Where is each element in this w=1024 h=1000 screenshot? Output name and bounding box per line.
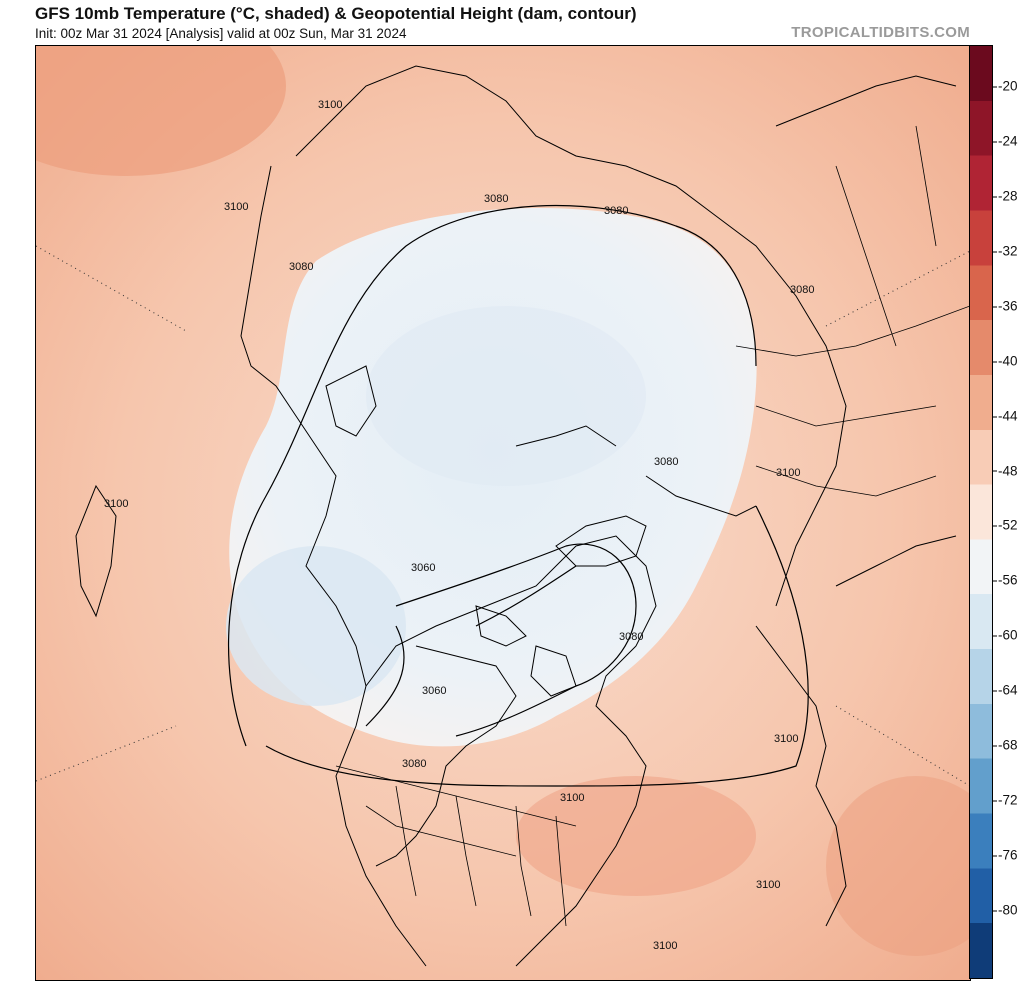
graticule-lines bbox=[36, 245, 970, 787]
colorbar-tick: -40 bbox=[993, 353, 1018, 368]
page-title: GFS 10mb Temperature (°C, shaded) & Geop… bbox=[35, 4, 637, 23]
colorbar-tick: -64 bbox=[993, 683, 1018, 698]
colorbar-tick: -32 bbox=[993, 243, 1018, 258]
colorbar-tick: -36 bbox=[993, 298, 1018, 313]
contour-label: 3080 bbox=[289, 261, 313, 273]
colorbar-tick: -56 bbox=[993, 573, 1018, 588]
colorbar-tick: -20 bbox=[993, 78, 1018, 93]
colorbar-tick: -72 bbox=[993, 793, 1018, 808]
cold-core-arctic bbox=[366, 306, 646, 486]
contour-label: 3100 bbox=[653, 940, 677, 952]
contour-label: 3060 bbox=[411, 562, 435, 574]
warm-patch-southeast bbox=[516, 776, 756, 896]
contour-label: 3100 bbox=[756, 879, 780, 891]
colorbar-tick: -60 bbox=[993, 628, 1018, 643]
warm-patch-east bbox=[826, 776, 970, 956]
contour-label: 3100 bbox=[774, 733, 798, 745]
contour-label: 3100 bbox=[776, 467, 800, 479]
contour-label: 3100 bbox=[104, 498, 128, 510]
init-valid-time: Init: 00z Mar 31 2024 [Analysis] valid a… bbox=[35, 26, 407, 41]
contour-label: 3080 bbox=[484, 193, 508, 205]
colorbar-tick-labels: -20 -24 -28 -32 -36 -40 -44 -48 -52 -56 -60 -64 -68 -… bbox=[993, 45, 1024, 979]
colorbar-tick: -76 bbox=[993, 848, 1018, 863]
colorbar-tick: -68 bbox=[993, 738, 1018, 753]
contour-label: 3080 bbox=[619, 631, 643, 643]
political-borders bbox=[335, 125, 970, 927]
colorbar-tick: -24 bbox=[993, 133, 1018, 148]
map-panel[interactable]: 3100 3100 3080 3080 3080 3080 3080 3100 3100 3060… bbox=[35, 45, 971, 981]
colorbar-tick: -28 bbox=[993, 188, 1018, 203]
contour-label: 3080 bbox=[604, 205, 628, 217]
contour-label: 3080 bbox=[790, 284, 814, 296]
contour-label: 3100 bbox=[560, 792, 584, 804]
contour-label: 3060 bbox=[422, 685, 446, 697]
contour-label: 3080 bbox=[654, 456, 678, 468]
cold-core-pacific bbox=[226, 546, 406, 706]
source-credit: TROPICALTIDBITS.COM bbox=[791, 24, 970, 41]
colorbar-tick: -52 bbox=[993, 518, 1018, 533]
temperature-colorbar bbox=[969, 45, 993, 979]
contour-label-layer: 3100 3100 3080 3080 3080 3080 3080 3100 3100 3060… bbox=[104, 99, 814, 952]
contour-label: 3080 bbox=[402, 758, 426, 770]
colorbar-tick: -80 bbox=[993, 903, 1018, 918]
height-contours bbox=[227, 204, 809, 787]
warm-patch-northwest bbox=[36, 46, 286, 176]
map-canvas: 3100 3100 3080 3080 3080 3080 3080 3100 3100 3060… bbox=[36, 46, 970, 980]
colorbar-tick: -48 bbox=[993, 463, 1018, 478]
contour-label: 3100 bbox=[318, 99, 342, 111]
coastlines bbox=[75, 65, 957, 967]
contour-label: 3100 bbox=[224, 201, 248, 213]
colorbar-tick: -44 bbox=[993, 408, 1018, 423]
